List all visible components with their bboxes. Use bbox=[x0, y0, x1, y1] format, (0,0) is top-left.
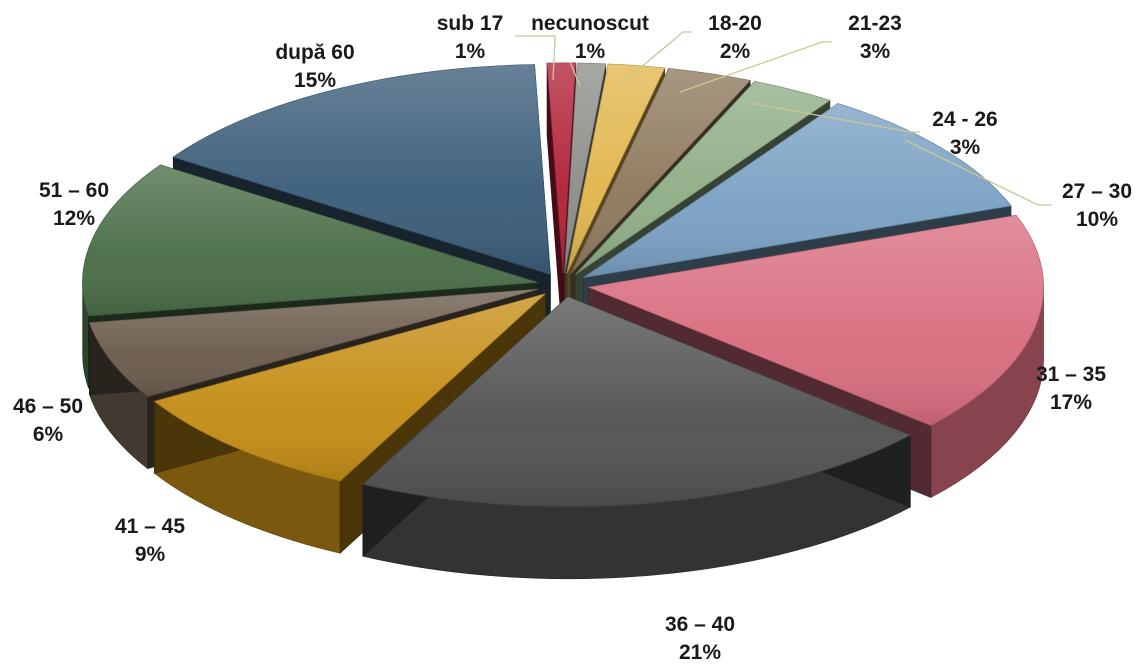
category-label: 46 – 50 bbox=[13, 395, 83, 418]
percent-label: 17% bbox=[1050, 391, 1092, 414]
category-label: 24 - 26 bbox=[932, 108, 997, 131]
leader-line-4 bbox=[749, 102, 920, 133]
slice-highlight-0 bbox=[547, 63, 576, 274]
category-label: 41 – 45 bbox=[115, 515, 185, 538]
leader-line-5 bbox=[904, 139, 1052, 206]
slice-highlight-8 bbox=[154, 293, 546, 482]
percent-label: 12% bbox=[53, 207, 95, 230]
percent-label: 15% bbox=[294, 69, 336, 92]
leader-line-3 bbox=[679, 41, 832, 93]
category-label: 51 – 60 bbox=[39, 179, 109, 202]
percent-label: 1% bbox=[575, 40, 606, 63]
category-label: 27 – 30 bbox=[1062, 180, 1132, 203]
leader-line-1 bbox=[569, 61, 581, 87]
category-label: 31 – 35 bbox=[1036, 363, 1106, 386]
category-label: sub 17 bbox=[437, 12, 504, 35]
slice-highlight-3 bbox=[570, 68, 751, 274]
leader-lines bbox=[515, 31, 1052, 206]
slice-highlight-4 bbox=[575, 81, 830, 275]
slice-highlight-5 bbox=[583, 103, 1012, 278]
percent-label: 10% bbox=[1076, 208, 1118, 231]
percent-label: 6% bbox=[33, 423, 64, 446]
leader-line-0 bbox=[515, 35, 556, 81]
slice-highlight-6 bbox=[588, 215, 1044, 426]
percent-label: 3% bbox=[950, 136, 981, 159]
category-label: necunoscut bbox=[531, 12, 649, 35]
slice-highlight-2 bbox=[566, 64, 665, 274]
slice-highlight-9 bbox=[89, 289, 539, 397]
slice-highlight-1 bbox=[564, 63, 606, 274]
slice-highlight-7 bbox=[362, 296, 911, 507]
category-label: după 60 bbox=[275, 41, 354, 64]
percent-label: 9% bbox=[135, 543, 166, 566]
percent-label: 1% bbox=[455, 40, 486, 63]
slice-highlight-10 bbox=[82, 164, 538, 316]
percent-label: 21% bbox=[679, 641, 721, 664]
pie-tops bbox=[82, 62, 1044, 508]
category-label: 36 – 40 bbox=[665, 613, 735, 636]
data-labels: sub 17 1% necunoscut 1% 18-20 2% 21-23 3% 24 - 2… bbox=[13, 12, 1132, 664]
slice-highlight-11 bbox=[173, 64, 551, 275]
percent-label: 2% bbox=[720, 40, 751, 63]
category-label: 21-23 bbox=[848, 12, 902, 35]
leader-line-2 bbox=[619, 31, 692, 86]
percent-label: 3% bbox=[860, 40, 891, 63]
category-label: 18-20 bbox=[708, 12, 762, 35]
